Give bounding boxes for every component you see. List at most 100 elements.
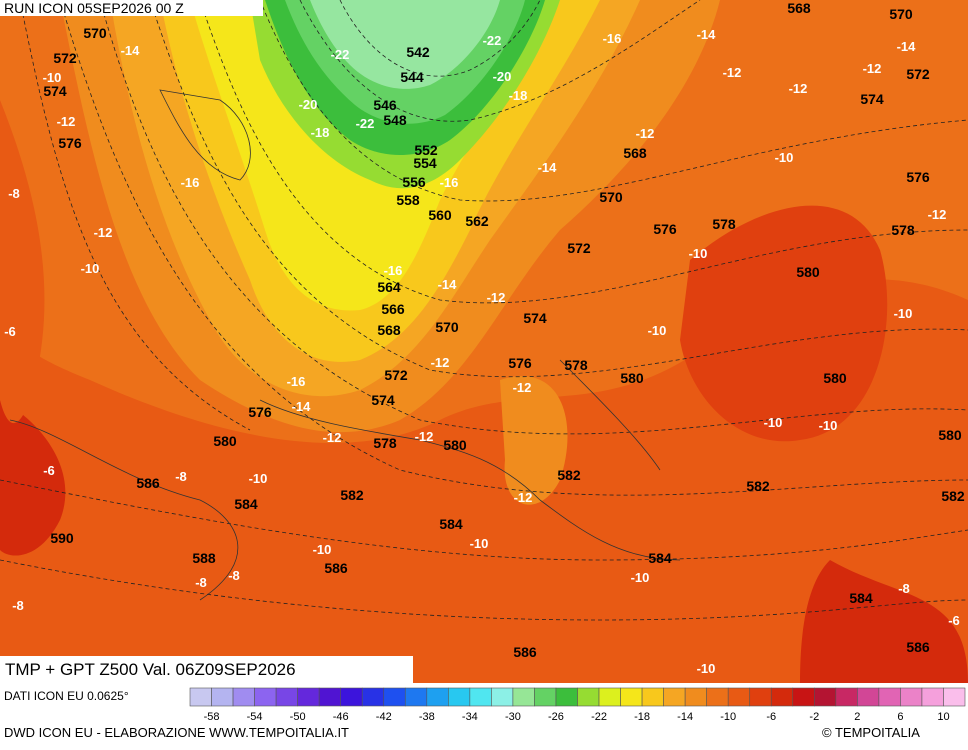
colorbar-swatch bbox=[706, 687, 729, 707]
gpt-label: 576 bbox=[508, 355, 532, 371]
temp-label: -20 bbox=[493, 69, 512, 84]
map-field bbox=[0, 0, 968, 683]
gpt-label: 584 bbox=[234, 496, 258, 512]
colorbar-tick-label: -58 bbox=[204, 711, 220, 723]
colorbar-tick-label: -50 bbox=[290, 711, 306, 723]
gpt-label: 578 bbox=[564, 357, 588, 373]
colorbar-tick-label: 6 bbox=[897, 711, 903, 723]
temp-label: -10 bbox=[894, 306, 913, 321]
colorbar-swatch bbox=[598, 687, 621, 707]
gpt-label: 586 bbox=[136, 475, 160, 491]
gpt-label: 570 bbox=[599, 189, 623, 205]
temp-label: -6 bbox=[43, 463, 55, 478]
run-label: RUN ICON 05SEP2026 00 Z bbox=[4, 0, 184, 16]
gpt-label: 578 bbox=[712, 216, 736, 232]
gpt-label: 574 bbox=[43, 83, 67, 99]
temp-label: -16 bbox=[181, 175, 200, 190]
temp-label: -12 bbox=[415, 429, 434, 444]
colorbar-swatch bbox=[448, 687, 471, 707]
gpt-label: 586 bbox=[324, 560, 348, 576]
colorbar-swatch bbox=[361, 687, 385, 707]
gpt-label: 580 bbox=[938, 427, 962, 443]
colorbar-swatch bbox=[426, 687, 449, 707]
colorbar-swatch bbox=[491, 687, 514, 707]
contour-lines bbox=[0, 0, 968, 621]
temp-label: -8 bbox=[12, 598, 24, 613]
colorbar-tick-label: -14 bbox=[677, 711, 693, 723]
gpt-label: 546 bbox=[373, 97, 397, 113]
gpt-label: 576 bbox=[653, 221, 677, 237]
gpt-label: 558 bbox=[396, 192, 420, 208]
gpt-label: 586 bbox=[513, 644, 537, 660]
temp-label: -8 bbox=[175, 469, 187, 484]
colorbar-swatch bbox=[275, 687, 298, 707]
map-title: TMP + GPT Z500 Val. 06Z09SEP2026 bbox=[5, 660, 296, 679]
colorbar-swatch bbox=[577, 687, 600, 707]
gpt-label: 580 bbox=[213, 433, 237, 449]
temp-label: -10 bbox=[81, 261, 100, 276]
gpt-label: 570 bbox=[889, 6, 913, 22]
temp-label: -18 bbox=[509, 88, 528, 103]
gpt-label: 572 bbox=[567, 240, 591, 256]
colorbar-swatch bbox=[770, 687, 794, 707]
gpt-label: 580 bbox=[796, 264, 820, 280]
colorbar-swatch bbox=[921, 687, 944, 707]
gpt-label: 582 bbox=[941, 488, 965, 504]
temp-label: -8 bbox=[228, 568, 240, 583]
source-label: DATI ICON EU 0.0625° bbox=[4, 689, 129, 703]
colorbar-swatch bbox=[814, 687, 837, 707]
gpt-label: 562 bbox=[465, 213, 489, 229]
colorbar-tick-label: -38 bbox=[419, 711, 435, 723]
gpt-label: 584 bbox=[648, 550, 672, 566]
credit-label: DWD ICON EU - ELABORAZIONE WWW.TEMPOITAL… bbox=[4, 725, 349, 740]
colorbar-swatch bbox=[620, 687, 643, 707]
gpt-label: 574 bbox=[371, 392, 395, 408]
temp-label: -10 bbox=[43, 70, 62, 85]
temp-label: -8 bbox=[898, 581, 910, 596]
gpt-label: 570 bbox=[83, 25, 107, 41]
colorbar-swatch bbox=[318, 687, 341, 707]
colorbar-swatch bbox=[211, 687, 234, 707]
colorbar-swatch bbox=[512, 687, 535, 707]
temp-label: -10 bbox=[775, 150, 794, 165]
colorbar-tick-label: 2 bbox=[854, 711, 860, 723]
temp-label: -6 bbox=[4, 324, 16, 339]
temp-label: -12 bbox=[928, 207, 947, 222]
gpt-label: 580 bbox=[620, 370, 644, 386]
temp-label: -14 bbox=[292, 399, 312, 414]
colorbar-tick-label: -22 bbox=[591, 711, 607, 723]
gpt-label: 564 bbox=[377, 279, 401, 295]
temp-label: -8 bbox=[8, 186, 20, 201]
temp-label: -12 bbox=[94, 225, 113, 240]
colorbar-swatch bbox=[383, 687, 406, 707]
colorbar-swatch bbox=[900, 687, 923, 707]
gpt-label: 590 bbox=[50, 530, 74, 546]
temp-label: -22 bbox=[331, 47, 350, 62]
temp-label: -14 bbox=[121, 43, 141, 58]
gpt-label: 572 bbox=[53, 50, 77, 66]
temp-label: -12 bbox=[513, 380, 532, 395]
colorbar-swatch bbox=[727, 687, 751, 707]
temp-label: -16 bbox=[603, 31, 622, 46]
colorbar-swatch bbox=[254, 687, 277, 707]
colorbar-swatch bbox=[878, 687, 901, 707]
gpt-label: 542 bbox=[406, 44, 430, 60]
colorbar-swatch bbox=[857, 687, 880, 707]
temp-label: -16 bbox=[287, 374, 306, 389]
temp-label: -10 bbox=[470, 536, 489, 551]
colorbar-tick-label: -30 bbox=[505, 711, 521, 723]
gpt-label: 544 bbox=[400, 69, 424, 85]
temp-label: -14 bbox=[897, 39, 917, 54]
temp-label: -10 bbox=[689, 246, 708, 261]
gpt-label: 566 bbox=[381, 301, 405, 317]
gpt-label: 580 bbox=[443, 437, 467, 453]
colorbar-swatch bbox=[835, 687, 858, 707]
temp-label: -10 bbox=[764, 415, 783, 430]
gpt-label: 582 bbox=[557, 467, 581, 483]
colorbar-tick-label: -54 bbox=[247, 711, 263, 723]
temp-label: -12 bbox=[863, 61, 882, 76]
temp-label: -16 bbox=[384, 263, 403, 278]
temp-label: -22 bbox=[483, 33, 502, 48]
temp-label: -10 bbox=[313, 542, 332, 557]
temp-label: -12 bbox=[636, 126, 655, 141]
